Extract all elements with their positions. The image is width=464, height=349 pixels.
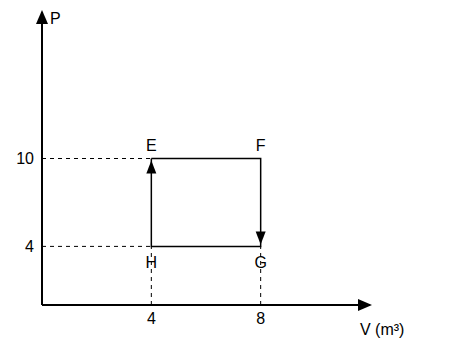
svg-text:P: P [50, 10, 61, 27]
svg-text:8: 8 [256, 310, 265, 327]
svg-text:10: 10 [16, 150, 34, 167]
svg-text:F: F [256, 137, 266, 154]
svg-text:V (m³): V (m³) [360, 321, 404, 338]
svg-text:H: H [146, 254, 158, 271]
svg-text:G: G [254, 254, 266, 271]
svg-text:E: E [146, 137, 157, 154]
svg-text:4: 4 [25, 238, 34, 255]
svg-text:4: 4 [147, 310, 156, 327]
